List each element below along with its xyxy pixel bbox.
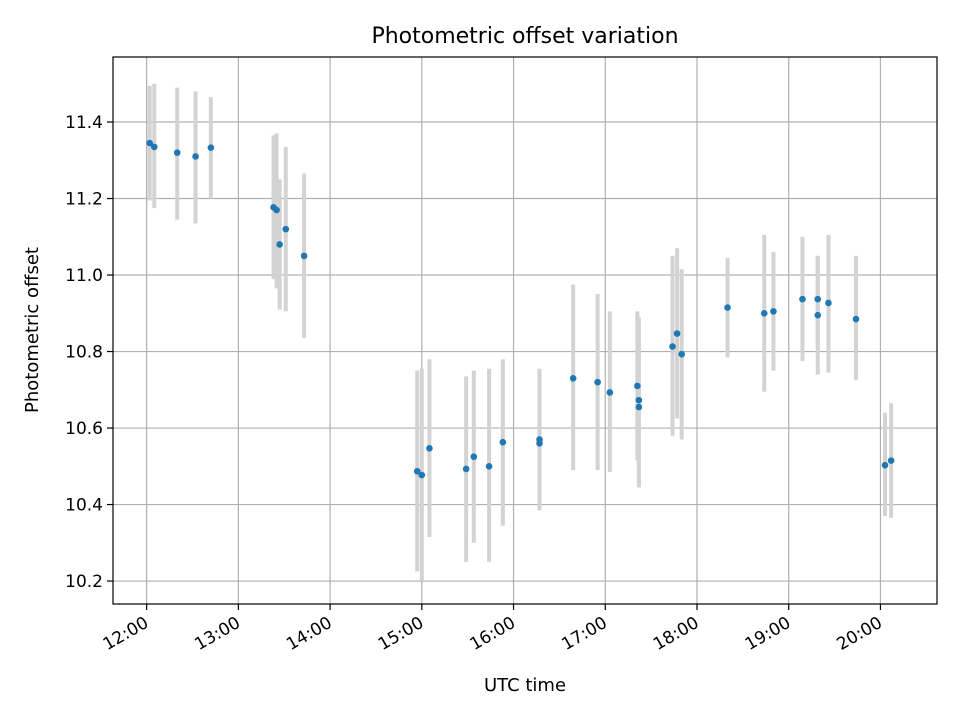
data-point (207, 144, 215, 151)
data-point (814, 311, 822, 319)
data-point (485, 462, 493, 470)
data-point (173, 149, 181, 156)
data-point (276, 241, 283, 248)
chart-title: Photometric offset variation (371, 24, 678, 49)
y-tick-label: 10.4 (65, 496, 103, 516)
data-point (536, 440, 543, 447)
grid-layer (113, 57, 937, 604)
data-point (418, 471, 426, 479)
y-tick-label: 10.2 (65, 572, 103, 592)
data-point (760, 309, 768, 317)
data-point (673, 330, 681, 337)
data-point (282, 225, 290, 233)
data-point (635, 396, 643, 404)
y-tick-label: 10.6 (65, 419, 103, 439)
data-point (852, 315, 860, 323)
data-point (799, 295, 806, 303)
data-point (192, 153, 199, 160)
point-layer (146, 139, 895, 479)
data-point (634, 382, 641, 390)
y-axis-ticks: 10.2 10.4 10.6 10.8 11.0 11.2 11.4 (65, 113, 113, 592)
data-point (146, 139, 153, 147)
data-point (814, 295, 822, 303)
data-point (770, 308, 777, 315)
data-point (724, 304, 731, 311)
data-point (462, 465, 470, 473)
y-tick-label: 11.2 (65, 190, 103, 210)
y-tick-label: 11.4 (65, 113, 103, 133)
data-point (499, 438, 507, 446)
data-point (413, 467, 421, 475)
y-tick-label: 11.0 (65, 266, 103, 286)
data-point (887, 457, 895, 464)
data-point (635, 403, 643, 411)
y-tick-label: 10.8 (65, 343, 103, 363)
data-point (606, 389, 614, 396)
plot-frame (112, 56, 938, 605)
data-point (300, 252, 308, 260)
data-point (669, 343, 676, 350)
data-point (569, 375, 577, 382)
data-point (678, 350, 685, 358)
data-point (426, 445, 433, 452)
data-point (150, 143, 158, 151)
data-point (594, 378, 601, 386)
data-point (470, 453, 478, 461)
data-point (273, 206, 280, 214)
x-axis-label: UTC time (484, 675, 566, 696)
data-point (881, 461, 889, 469)
y-axis-label: Photometric offset (22, 247, 43, 413)
data-point (825, 299, 832, 307)
